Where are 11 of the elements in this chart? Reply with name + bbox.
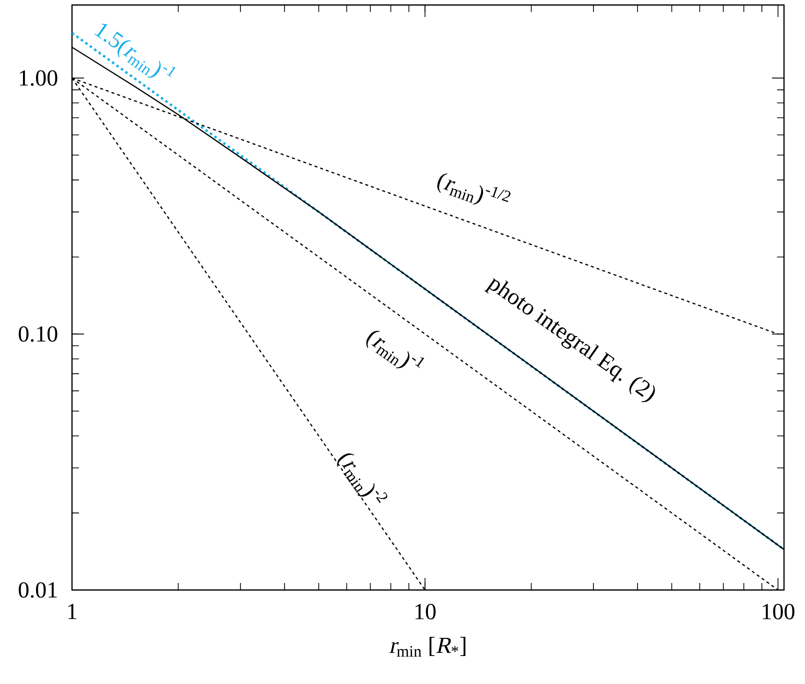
x-axis-title: r$_{min}$ [R$_{*}$] [389,636,466,657]
annotation: (r$_{min}$)$^{-1}$ [366,330,424,368]
annotation: (r$_{min}$)$^{-2}$ [337,453,388,504]
annotation: 1.5(r$_{min}$)$^{-1}$ [94,24,176,78]
annotation: (r$_{min}$)$^{-1/2}$ [437,173,510,205]
y-tick-label: 0.01 [18,582,57,598]
x-tick-label: 1 [68,604,76,620]
x-tick-label: 100 [762,604,794,620]
y-tick-label: 1.00 [20,70,58,86]
y-tick-label: 0.10 [18,326,58,342]
x-tick-label: 10 [416,604,436,620]
